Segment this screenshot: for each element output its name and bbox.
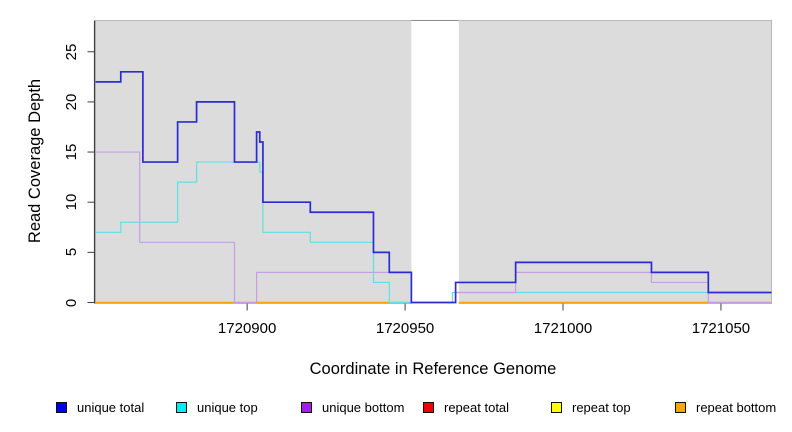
legend-swatch-icon bbox=[301, 401, 312, 413]
legend: unique total unique top unique bottom repea… bbox=[0, 400, 792, 418]
legend-label: unique total bbox=[77, 399, 145, 415]
legend-item-unique-bottom: unique bottom bbox=[301, 399, 405, 415]
y-tick-label: 25 bbox=[63, 43, 80, 61]
legend-swatch-icon bbox=[423, 401, 434, 413]
legend-item-repeat-total: repeat total bbox=[423, 399, 510, 415]
coverage-gap-mask bbox=[411, 19, 459, 305]
legend-item-repeat-top: repeat top bbox=[551, 399, 631, 415]
legend-label: repeat total bbox=[444, 399, 510, 415]
x-tick-label: 1721050 bbox=[691, 320, 751, 337]
y-axis-title: Read Coverage Depth bbox=[26, 78, 44, 244]
legend-item-unique-top: unique top bbox=[176, 399, 258, 415]
y-tick-label: 10 bbox=[63, 193, 80, 211]
x-tick-label: 1720900 bbox=[217, 320, 277, 337]
legend-item-unique-total: unique total bbox=[56, 399, 145, 415]
x-tick-label: 1721000 bbox=[533, 320, 593, 337]
legend-label: repeat top bbox=[572, 399, 631, 415]
legend-label: unique bottom bbox=[322, 399, 405, 415]
legend-item-repeat-bottom: repeat bottom bbox=[675, 399, 777, 415]
legend-label: repeat bottom bbox=[696, 399, 777, 415]
series-line-unique-total bbox=[95, 70, 772, 304]
legend-swatch-icon bbox=[675, 401, 686, 413]
y-tick-label: 20 bbox=[63, 93, 80, 111]
x-axis-title: Coordinate in Reference Genome bbox=[309, 360, 557, 378]
y-tick-label: 0 bbox=[63, 298, 80, 307]
legend-swatch-icon bbox=[56, 401, 67, 413]
plot-area bbox=[87, 19, 772, 311]
x-tick-label: 1720950 bbox=[375, 320, 435, 337]
legend-swatch-icon bbox=[551, 401, 562, 413]
y-tick-label: 15 bbox=[63, 143, 80, 161]
legend-swatch-icon bbox=[176, 401, 187, 413]
y-tick-label: 5 bbox=[63, 248, 80, 257]
legend-label: unique top bbox=[197, 399, 258, 415]
